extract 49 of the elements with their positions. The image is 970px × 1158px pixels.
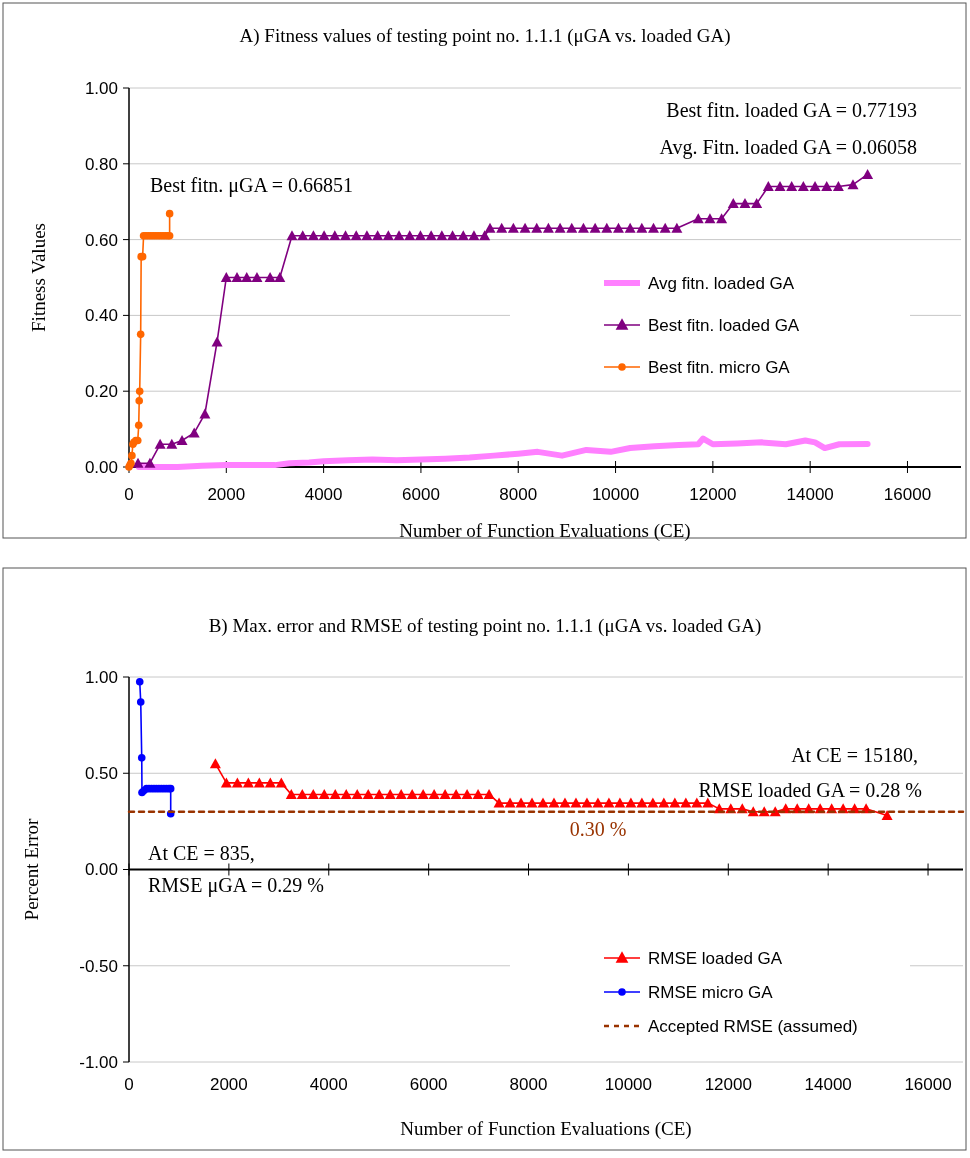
x-tick-label: 8000 bbox=[499, 485, 538, 504]
y-axis-title: Fitness Values bbox=[28, 223, 49, 332]
x-tick-label: 8000 bbox=[509, 1075, 548, 1094]
x-axis-title: Number of Function Evaluations (CE) bbox=[399, 520, 691, 542]
x-tick-label: 4000 bbox=[309, 1075, 348, 1094]
legend-label: Accepted RMSE (assumed) bbox=[648, 1016, 858, 1036]
y-tick-label: 0.40 bbox=[84, 306, 118, 326]
legend-label: RMSE micro GA bbox=[648, 982, 774, 1002]
x-tick-label: 0 bbox=[124, 485, 134, 504]
x-tick-label: 2000 bbox=[207, 485, 246, 504]
x-tick-label: 14000 bbox=[786, 485, 834, 504]
annotation: RMSE loaded GA = 0.28 % bbox=[698, 779, 922, 801]
y-axis-title: Percent Error bbox=[21, 817, 42, 921]
x-tick-label: 10000 bbox=[604, 1075, 653, 1094]
x-tick-label: 0 bbox=[124, 1075, 134, 1094]
y-tick-label: -1.00 bbox=[79, 1052, 118, 1072]
x-tick-label: 12000 bbox=[704, 1075, 752, 1094]
legend-label: Avg fitn. loaded GA bbox=[648, 273, 795, 293]
y-tick-label: -0.50 bbox=[79, 956, 118, 976]
y-tick-label: 0.60 bbox=[84, 230, 118, 250]
x-tick-label: 14000 bbox=[804, 1075, 852, 1094]
x-tick-label: 16000 bbox=[883, 485, 932, 504]
y-tick-label: 1.00 bbox=[84, 667, 118, 687]
y-tick-label: 0.20 bbox=[84, 382, 118, 402]
x-tick-label: 12000 bbox=[689, 485, 737, 504]
annotation: Best fitn. loaded GA = 0.77193 bbox=[666, 99, 917, 121]
y-tick-label: 1.00 bbox=[84, 78, 118, 98]
x-axis-title: Number of Function Evaluations (CE) bbox=[400, 1118, 692, 1140]
chart-title: A) Fitness values of testing point no. 1.1.1 (μGA vs. loaded GA) bbox=[239, 25, 731, 47]
annotation: At CE = 835, bbox=[148, 842, 255, 864]
annotation: Avg. Fitn. loaded GA = 0.06058 bbox=[659, 136, 917, 159]
x-tick-label: 10000 bbox=[591, 485, 640, 504]
y-tick-label: 0.00 bbox=[84, 457, 118, 477]
annotation: 0.30 % bbox=[569, 818, 627, 840]
y-tick-label: 0.80 bbox=[84, 154, 118, 174]
x-tick-label: 4000 bbox=[304, 485, 343, 504]
legend-label: RMSE loaded GA bbox=[648, 948, 783, 968]
legend-label: Best fitn. micro GA bbox=[648, 357, 791, 377]
annotation: RMSE μGA = 0.29 % bbox=[148, 874, 324, 897]
y-tick-label: 0.00 bbox=[84, 860, 118, 880]
x-tick-label: 2000 bbox=[209, 1075, 248, 1094]
x-tick-label: 16000 bbox=[904, 1075, 952, 1094]
annotation: Best fitn. μGA = 0.66851 bbox=[150, 174, 354, 197]
chart-title: B) Max. error and RMSE of testing point no. 1.1.1 (μGA vs. loaded GA) bbox=[208, 615, 762, 637]
x-tick-label: 6000 bbox=[402, 485, 440, 504]
annotation: At CE = 15180, bbox=[791, 744, 918, 766]
y-tick-label: 0.50 bbox=[84, 764, 118, 784]
x-tick-label: 6000 bbox=[409, 1075, 448, 1094]
legend-label: Best fitn. loaded GA bbox=[648, 315, 800, 335]
